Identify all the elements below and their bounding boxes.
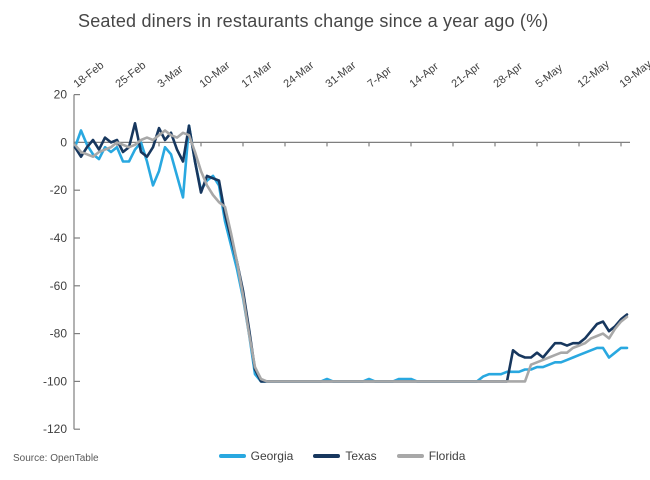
source-note: Source: OpenTable [13, 453, 99, 464]
legend-item-florida: Florida [396, 449, 466, 463]
x-tick-label: 3-Mar [155, 63, 185, 90]
x-tick-label: 25-Feb [113, 59, 148, 90]
legend-label-texas: Texas [345, 449, 377, 463]
x-tick-label: 7-Apr [365, 64, 394, 90]
legend-swatch-texas [313, 454, 341, 458]
legend-item-georgia: Georgia [218, 449, 294, 463]
legend-swatch-georgia [218, 454, 246, 458]
x-tick-label: 12-May [575, 58, 612, 90]
series-line-texas [73, 122, 629, 383]
x-tick-label: 10-Mar [197, 59, 232, 90]
x-tick-label: 19-May [617, 58, 650, 90]
y-tick-label: 20 [54, 88, 68, 102]
x-tick-label: 28-Apr [491, 60, 525, 90]
x-tick-label: 24-Mar [281, 59, 316, 90]
series-line-florida [73, 129, 629, 383]
x-tick-label: 17-Mar [239, 59, 274, 90]
y-tick-label: -60 [50, 279, 68, 293]
legend-label-florida: Florida [428, 449, 466, 463]
chart-legend: Georgia Texas Florida [0, 449, 650, 463]
x-tick-label: 31-Mar [323, 59, 358, 90]
chart-title: Seated diners in restaurants change sinc… [78, 11, 549, 31]
y-tick-label: -40 [50, 231, 68, 245]
legend-swatch-florida [396, 454, 424, 458]
x-tick-label: 21-Apr [449, 60, 483, 90]
y-tick-label: -80 [50, 327, 68, 341]
y-tick-label: 0 [60, 135, 67, 149]
y-tick-label: -100 [43, 374, 67, 388]
legend-item-texas: Texas [313, 449, 377, 463]
legend-label-georgia: Georgia [250, 449, 294, 463]
y-tick-label: -20 [50, 183, 68, 197]
x-tick-label: 18-Feb [71, 59, 106, 90]
y-tick-label: -120 [43, 422, 67, 436]
series-line-georgia [73, 124, 629, 383]
x-tick-label: 5-May [533, 62, 565, 91]
x-tick-label: 14-Apr [407, 60, 441, 90]
